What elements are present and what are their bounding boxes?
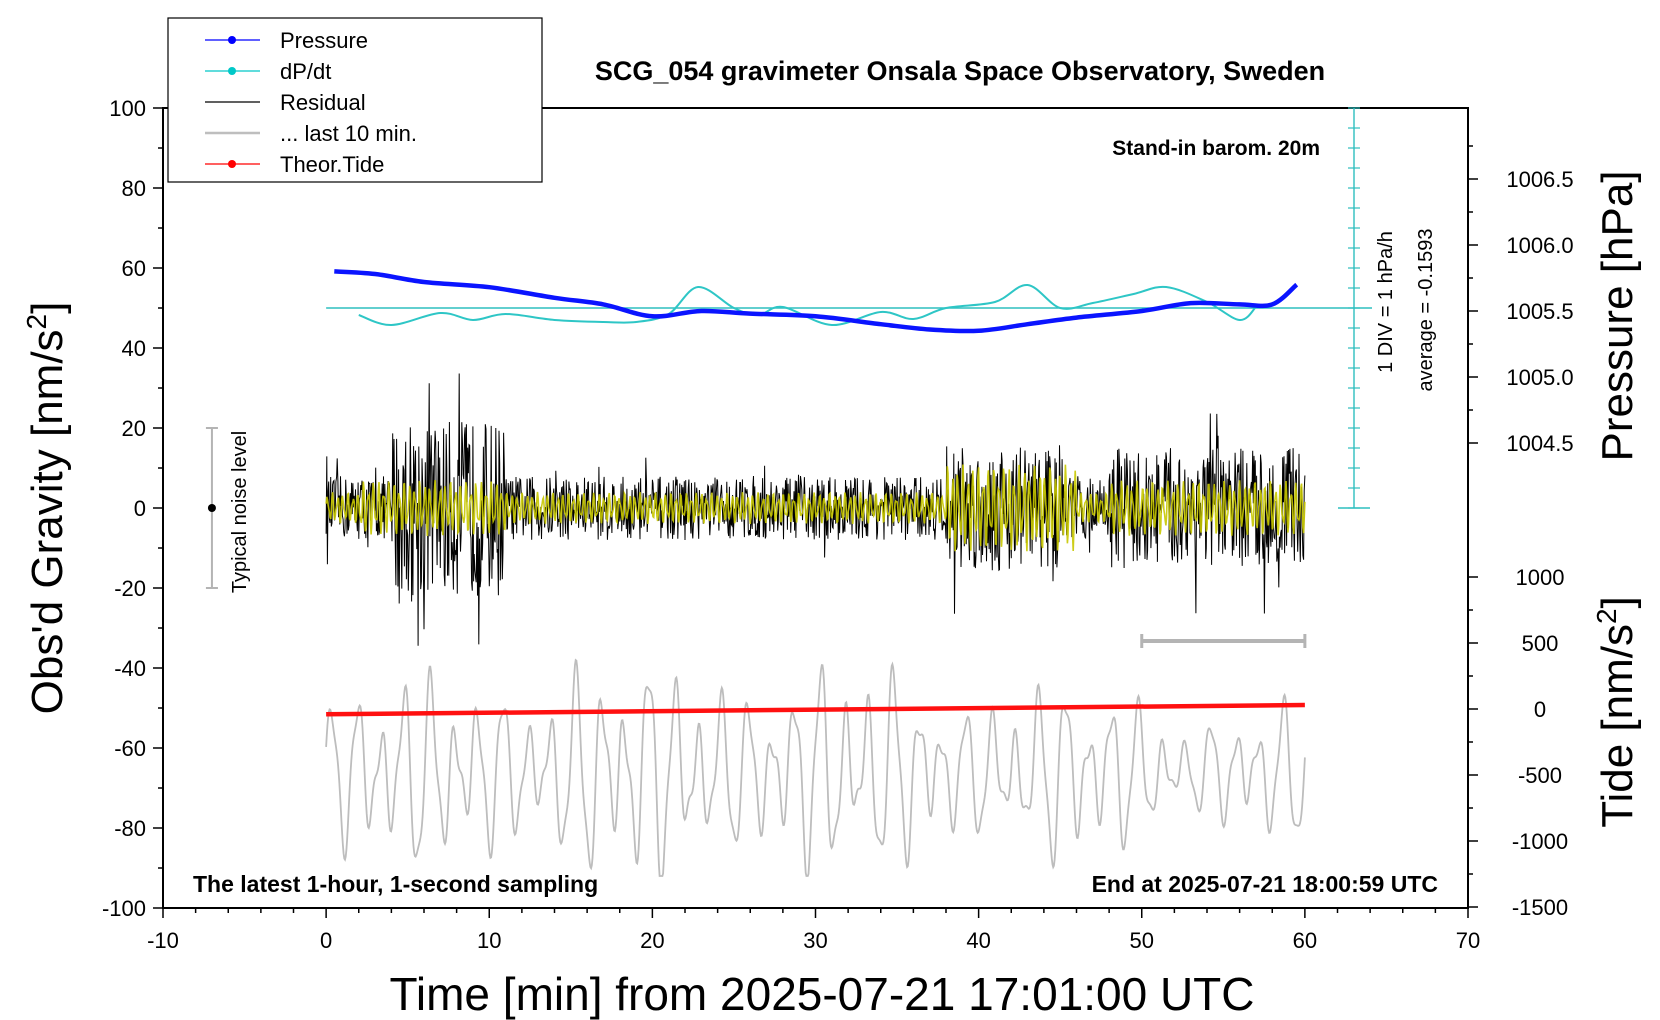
legend-marker — [228, 36, 236, 44]
y-tick-label: 20 — [122, 416, 146, 441]
y-tick-label: -40 — [114, 656, 146, 681]
x-tick-label: 30 — [803, 928, 827, 953]
legend-label: ... last 10 min. — [280, 121, 417, 146]
pressure-tick-label: 1006.5 — [1506, 167, 1573, 192]
y-tick-label: -80 — [114, 816, 146, 841]
tide-tick-label: 1000 — [1516, 565, 1565, 590]
noise-bar-center — [207, 504, 216, 512]
tide-tick-label: 0 — [1534, 697, 1546, 722]
pressure-tick-label: 1004.5 — [1506, 431, 1573, 456]
x-tick-label: 0 — [320, 928, 332, 953]
noise-level-label: Typical noise level — [229, 431, 251, 593]
chart-title: SCG_054 gravimeter Onsala Space Observat… — [595, 56, 1325, 86]
x-tick-label: 50 — [1130, 928, 1154, 953]
legend-marker — [228, 160, 236, 168]
tide-tick-label: 500 — [1522, 631, 1559, 656]
x-tick-label: 40 — [966, 928, 990, 953]
pressure-tick-label: 1006.0 — [1506, 233, 1573, 258]
residual-filtered-line — [325, 464, 1306, 552]
legend-marker — [228, 67, 236, 75]
y-tick-label: -60 — [114, 736, 146, 761]
x-axis-title: Time [min] from 2025-07-21 17:01:00 UTC — [390, 968, 1255, 1020]
x-tick-label: 70 — [1456, 928, 1480, 953]
y-axis-title-tide: Tide [nm/s2] — [1591, 596, 1642, 828]
x-tick-label: -10 — [147, 928, 179, 953]
x-tick-label: 20 — [640, 928, 664, 953]
legend-label: Residual — [280, 90, 366, 115]
legend-label: dP/dt — [280, 59, 331, 84]
y-tick-label: -20 — [114, 576, 146, 601]
y-tick-label: 60 — [122, 256, 146, 281]
y-tick-label: 40 — [122, 336, 146, 361]
x-tick-label: 10 — [477, 928, 501, 953]
pressure-tick-label: 1005.0 — [1506, 365, 1573, 390]
sampling-note: The latest 1-hour, 1-second sampling — [193, 871, 598, 897]
tide-tick-label: -1000 — [1512, 829, 1568, 854]
tide-tick-label: -1500 — [1512, 895, 1568, 920]
y-tick-label: -100 — [102, 896, 146, 921]
legend-label: Pressure — [280, 28, 368, 53]
y-axis-title-pressure: Pressure [hPa] — [1593, 170, 1642, 461]
average-label: average = -0.1593 — [1415, 229, 1437, 392]
tide-tick-label: -500 — [1518, 763, 1562, 788]
pressure-line — [334, 269, 1299, 334]
end-time-note: End at 2025-07-21 18:00:59 UTC — [1092, 871, 1438, 897]
x-tick-label: 60 — [1293, 928, 1317, 953]
y-axis-title-left: Obs'd Gravity [nm/s2] — [21, 302, 72, 715]
y-tick-label: 0 — [134, 496, 146, 521]
y-tick-label: 80 — [122, 176, 146, 201]
legend-label: Theor.Tide — [280, 152, 384, 177]
barometer-note: Stand-in barom. 20m — [1112, 137, 1320, 160]
y-tick-label: 100 — [109, 96, 146, 121]
dpdt-line — [358, 283, 1257, 327]
theor-tide-line — [326, 702, 1305, 717]
last-10-min-line — [325, 658, 1306, 877]
div-label: 1 DIV = 1 hPa/h — [1375, 231, 1397, 373]
legend-box — [167, 17, 543, 183]
pressure-tick-label: 1005.5 — [1506, 299, 1573, 324]
